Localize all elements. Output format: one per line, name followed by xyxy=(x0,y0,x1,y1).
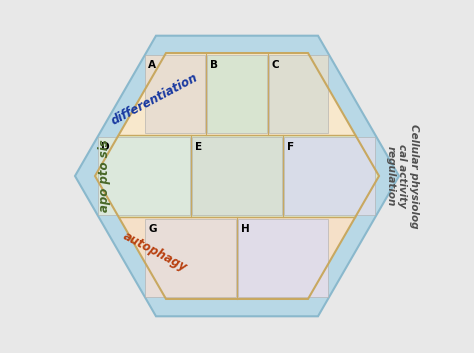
FancyBboxPatch shape xyxy=(191,137,283,215)
Text: differentiation: differentiation xyxy=(109,71,200,128)
Text: F: F xyxy=(287,142,294,152)
Text: H: H xyxy=(241,224,250,234)
FancyBboxPatch shape xyxy=(146,219,236,297)
Polygon shape xyxy=(95,135,379,217)
FancyBboxPatch shape xyxy=(208,55,266,133)
Text: Cellular physiolog
cal activity
regulation: Cellular physiolog cal activity regulati… xyxy=(386,124,419,228)
Text: D: D xyxy=(101,142,109,152)
FancyBboxPatch shape xyxy=(269,55,328,133)
FancyBboxPatch shape xyxy=(284,137,375,215)
FancyBboxPatch shape xyxy=(238,219,328,297)
FancyBboxPatch shape xyxy=(98,137,190,215)
Polygon shape xyxy=(75,36,399,316)
Text: G: G xyxy=(148,224,157,234)
Text: E: E xyxy=(195,142,202,152)
Text: C: C xyxy=(272,60,279,70)
Text: autophagy: autophagy xyxy=(120,230,189,275)
Text: B: B xyxy=(210,60,219,70)
Text: A: A xyxy=(148,60,156,70)
Polygon shape xyxy=(118,53,356,135)
Polygon shape xyxy=(118,217,356,299)
Text: apo pto sis: apo pto sis xyxy=(99,140,111,213)
FancyBboxPatch shape xyxy=(146,55,205,133)
